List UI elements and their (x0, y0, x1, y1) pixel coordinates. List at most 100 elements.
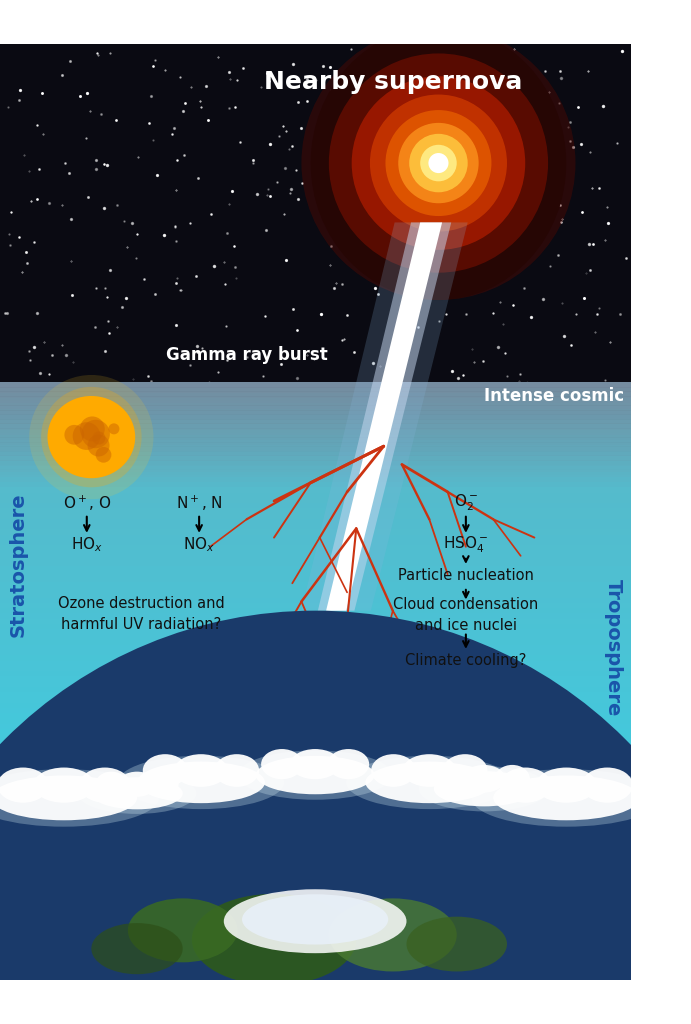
Ellipse shape (434, 771, 534, 806)
Ellipse shape (174, 755, 228, 786)
Circle shape (73, 422, 100, 450)
Text: O$^+$, O: O$^+$, O (62, 494, 111, 513)
Ellipse shape (290, 749, 340, 779)
Bar (0, 671, 631, 677)
Bar (0, 792, 631, 798)
Circle shape (398, 123, 479, 203)
Bar (0, 524, 631, 530)
Circle shape (329, 53, 548, 272)
Bar (0, 382, 631, 388)
Bar (0, 400, 631, 407)
Bar (0, 540, 631, 546)
Ellipse shape (91, 923, 182, 974)
Polygon shape (301, 222, 468, 610)
Bar (0, 382, 631, 388)
Bar (0, 666, 631, 672)
Bar (0, 508, 631, 514)
Ellipse shape (493, 775, 639, 820)
Text: Stratosphere: Stratosphere (9, 493, 28, 637)
Bar (0, 776, 631, 782)
Ellipse shape (261, 749, 303, 779)
Ellipse shape (224, 889, 406, 953)
Bar (0, 734, 631, 740)
Bar (0, 677, 631, 683)
Ellipse shape (438, 765, 473, 793)
Polygon shape (326, 222, 442, 610)
Circle shape (80, 417, 105, 441)
Bar (0, 446, 631, 452)
Bar (0, 410, 631, 415)
Bar (0, 766, 631, 772)
Bar (0, 529, 631, 536)
Ellipse shape (582, 768, 633, 803)
Circle shape (41, 387, 142, 487)
Bar (0, 708, 631, 714)
Ellipse shape (238, 751, 392, 800)
Bar (0, 465, 631, 470)
Ellipse shape (366, 762, 493, 803)
Bar (0, 414, 631, 420)
Bar (0, 798, 631, 804)
Ellipse shape (91, 777, 182, 809)
Text: Particle nucleation: Particle nucleation (398, 568, 534, 584)
Bar (0, 440, 631, 446)
Circle shape (428, 153, 448, 173)
Bar (0, 498, 631, 504)
Ellipse shape (328, 749, 369, 779)
Bar (0, 761, 631, 767)
Circle shape (88, 434, 110, 457)
Text: N$^+$, N: N$^+$, N (176, 494, 223, 513)
Ellipse shape (310, 26, 567, 300)
Text: O$_2^-$: O$_2^-$ (454, 493, 478, 513)
Bar (0, 577, 631, 583)
Circle shape (370, 94, 507, 231)
Bar (0, 424, 631, 430)
Ellipse shape (146, 772, 178, 797)
Bar (0, 781, 631, 787)
Text: Troposphere: Troposphere (605, 579, 623, 716)
Bar (0, 750, 631, 756)
Ellipse shape (128, 898, 238, 963)
Bar (0, 387, 631, 393)
Bar (0, 466, 631, 472)
Ellipse shape (463, 765, 505, 793)
Bar (0, 514, 631, 520)
Circle shape (29, 375, 153, 500)
Bar (0, 409, 631, 415)
Ellipse shape (402, 755, 456, 786)
Ellipse shape (406, 916, 507, 972)
Ellipse shape (0, 768, 48, 803)
Ellipse shape (471, 769, 661, 826)
Bar (0, 729, 631, 735)
Ellipse shape (329, 898, 457, 972)
Ellipse shape (79, 768, 131, 803)
Ellipse shape (143, 755, 187, 786)
Ellipse shape (95, 772, 127, 797)
Ellipse shape (118, 756, 284, 809)
Ellipse shape (77, 773, 196, 814)
Bar (0, 535, 631, 541)
Ellipse shape (495, 765, 530, 793)
Ellipse shape (242, 894, 388, 944)
Text: NO$_x$: NO$_x$ (183, 536, 215, 554)
Bar (0, 460, 631, 466)
Bar (0, 403, 631, 410)
Bar (0, 571, 631, 578)
Bar (0, 419, 631, 425)
Bar (0, 697, 631, 703)
Bar (0, 608, 631, 614)
Bar (0, 613, 631, 620)
Bar (0, 487, 631, 494)
Bar (0, 786, 631, 793)
Circle shape (301, 26, 576, 300)
Ellipse shape (443, 755, 488, 786)
Bar (0, 472, 631, 478)
Bar (0, 482, 631, 488)
Bar (0, 682, 631, 688)
Bar (0, 724, 631, 730)
Bar (0, 629, 631, 635)
Bar (0, 393, 631, 399)
Bar (0, 719, 631, 725)
Bar (0, 419, 631, 424)
Bar (0, 493, 631, 499)
